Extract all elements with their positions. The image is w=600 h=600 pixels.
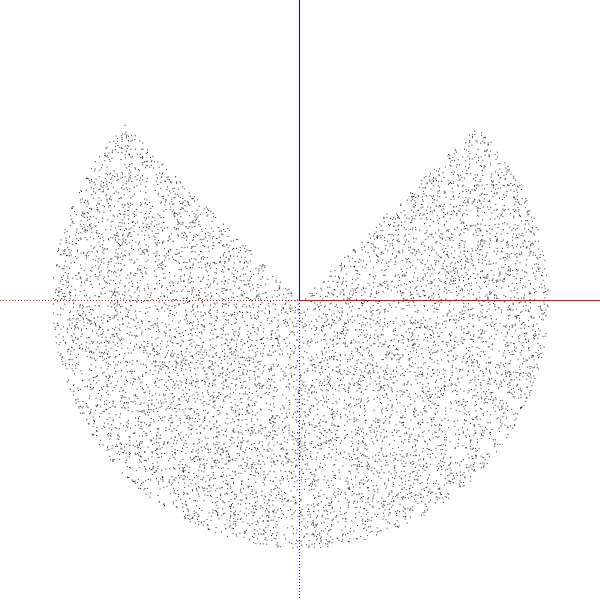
cloud-points [52,124,549,549]
point-cloud [52,124,549,549]
